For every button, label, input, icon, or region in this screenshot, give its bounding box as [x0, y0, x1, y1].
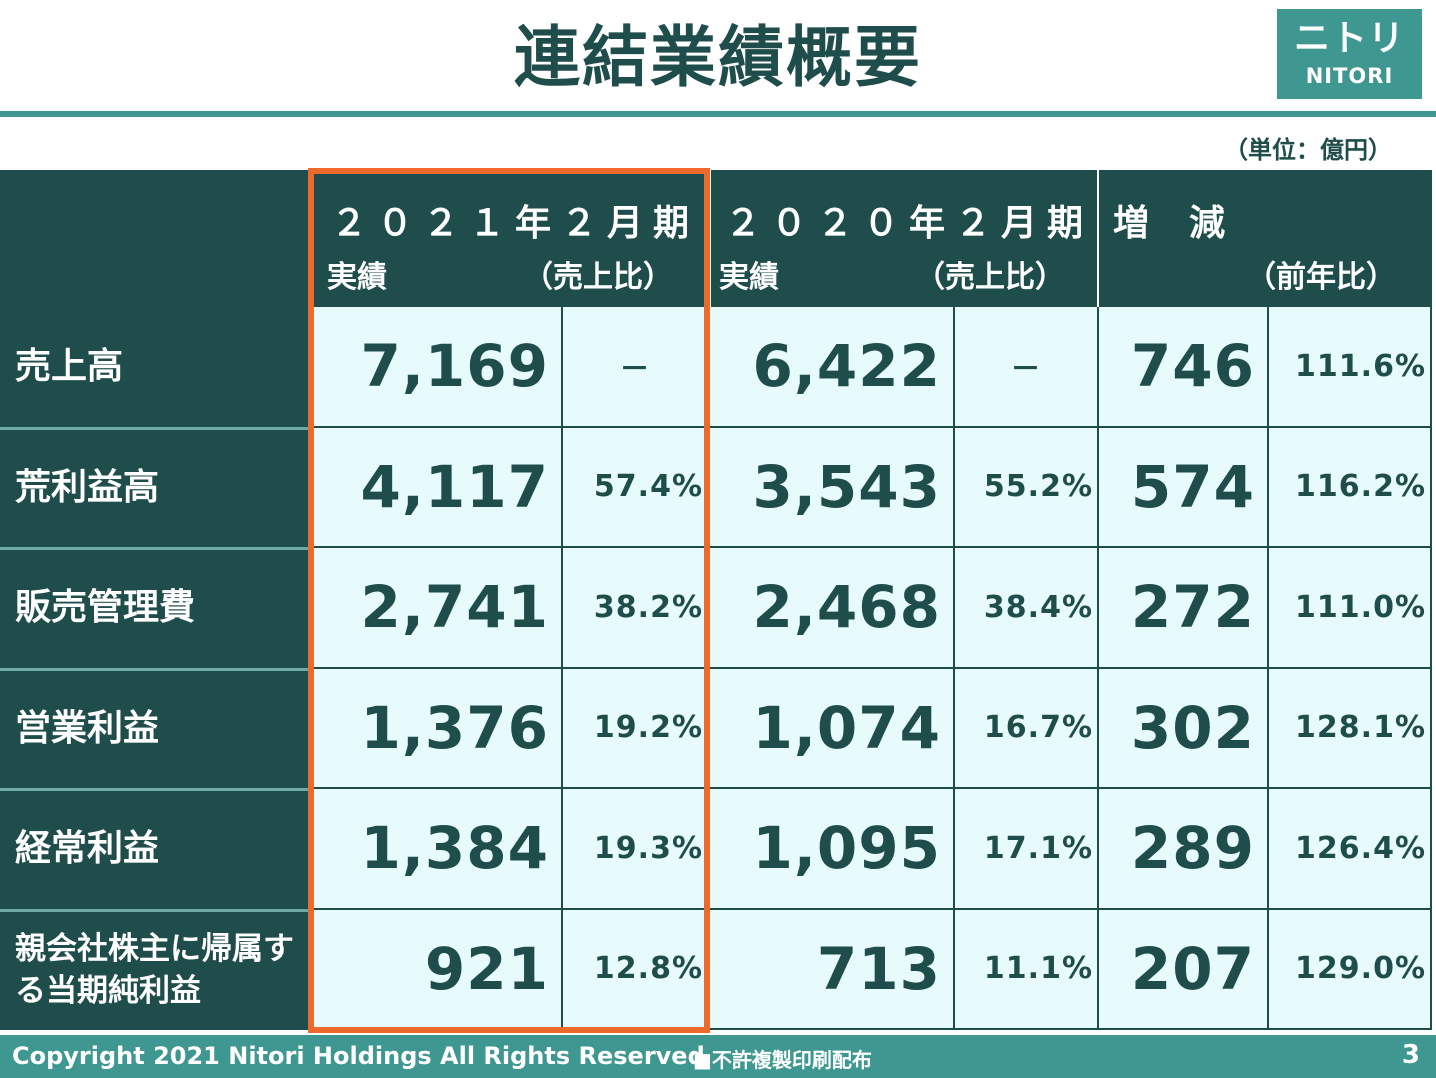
- row-label: 荒利益高: [0, 427, 309, 548]
- header-fy2021-actual: 実績: [327, 260, 387, 295]
- fy2021-value-cell: 921: [309, 909, 563, 1030]
- fy2020-value-cell: 2,468: [709, 548, 955, 669]
- fy2020-ratio-cell: 38.4%: [955, 548, 1099, 669]
- diff-value-cell: 272: [1099, 548, 1269, 669]
- row-label: 売上高: [0, 307, 309, 428]
- fy2020-ratio-cell: 11.1%: [955, 909, 1099, 1030]
- fy2021-value-cell: 7,169: [309, 307, 563, 428]
- header-fy2020-ratio: （売上比）: [915, 260, 1065, 295]
- header-diff-ratio: （前年比）: [1246, 260, 1396, 295]
- fy2020-value-cell: 6,422: [709, 307, 955, 428]
- fy2021-value-cell: 2,741: [309, 548, 563, 669]
- diff-ratio-cell: 111.6%: [1269, 307, 1432, 428]
- fy2021-ratio-cell: 57.4%: [563, 427, 709, 548]
- diff-ratio-cell: 116.2%: [1269, 427, 1432, 548]
- diff-value-cell: 574: [1099, 427, 1269, 548]
- fy2021-ratio-cell: 38.2%: [563, 548, 709, 669]
- row-separator: [0, 908, 309, 912]
- header-fy2021-ratio: （売上比）: [523, 260, 673, 295]
- diff-ratio-cell: 128.1%: [1269, 668, 1432, 789]
- fy2020-value-cell: 1,074: [709, 668, 955, 789]
- row-label: 営業利益: [0, 668, 309, 789]
- title-divider: [0, 111, 1436, 117]
- header-fy2021: ２０２１年２月期 実績 （売上比）: [309, 170, 709, 307]
- diff-ratio-cell: 111.0%: [1269, 548, 1432, 669]
- results-table: ２０２１年２月期 実績 （売上比） ２０２０年２月期 実績 （売上比） 増 減 …: [0, 170, 1432, 1031]
- diff-value-cell: 746: [1099, 307, 1269, 428]
- header-fy2020-period: ２０２０年２月期: [725, 203, 1094, 244]
- diff-ratio-cell: 126.4%: [1269, 789, 1432, 910]
- footer: Copyright 2021 Nitori Holdings All Right…: [0, 1035, 1436, 1078]
- row-separator: [0, 788, 309, 791]
- header-fy2020: ２０２０年２月期 実績 （売上比）: [711, 170, 1097, 307]
- fy2020-ratio-cell: －: [955, 307, 1099, 428]
- nitori-logo: ニトリ NITORI: [1277, 9, 1422, 99]
- row-label: 親会社株主に帰属する当期純利益: [0, 909, 309, 1030]
- fy2021-ratio-cell: 19.3%: [563, 789, 709, 910]
- copyright: Copyright 2021 Nitori Holdings All Right…: [12, 1042, 705, 1070]
- fy2020-ratio-cell: 16.7%: [955, 668, 1099, 789]
- fy2020-value-cell: 713: [709, 909, 955, 1030]
- diff-value-cell: 289: [1099, 789, 1269, 910]
- row-separator: [0, 426, 309, 430]
- header-diff: 増 減 （前年比）: [1099, 170, 1432, 307]
- diff-ratio-cell: 129.0%: [1269, 909, 1432, 1030]
- fy2021-value-cell: 1,384: [309, 789, 563, 910]
- logo-en: NITORI: [1305, 64, 1394, 88]
- fy2021-value-cell: 1,376: [309, 668, 563, 789]
- unit-label: （単位：億円）: [1224, 136, 1392, 164]
- fy2021-ratio-cell: －: [563, 307, 709, 428]
- diff-value-cell: 207: [1099, 909, 1269, 1030]
- row-label: 経常利益: [0, 789, 309, 910]
- header-fy2020-actual: 実績: [719, 260, 779, 295]
- logo-jp: ニトリ: [1293, 18, 1405, 59]
- diff-value-cell: 302: [1099, 668, 1269, 789]
- header-diff-title: 増 減: [1113, 203, 1228, 244]
- row-separator: [0, 547, 309, 550]
- fy2021-value-cell: 4,117: [309, 427, 563, 548]
- fy2021-ratio-cell: 12.8%: [563, 909, 709, 1030]
- row-label: 販売管理費: [0, 548, 309, 669]
- fy2020-value-cell: 3,543: [709, 427, 955, 548]
- reproduction-note: ■不許複製印刷配布: [693, 1048, 872, 1072]
- header-corner: [0, 170, 309, 307]
- page-title: 連結業績概要: [514, 19, 922, 96]
- row-separator: [0, 667, 309, 671]
- fy2021-ratio-cell: 19.2%: [563, 668, 709, 789]
- fy2020-ratio-cell: 17.1%: [955, 789, 1099, 910]
- page-number: 3: [1401, 1040, 1420, 1070]
- header-fy2021-period: ２０２１年２月期: [331, 203, 700, 244]
- fy2020-value-cell: 1,095: [709, 789, 955, 910]
- fy2020-ratio-cell: 55.2%: [955, 427, 1099, 548]
